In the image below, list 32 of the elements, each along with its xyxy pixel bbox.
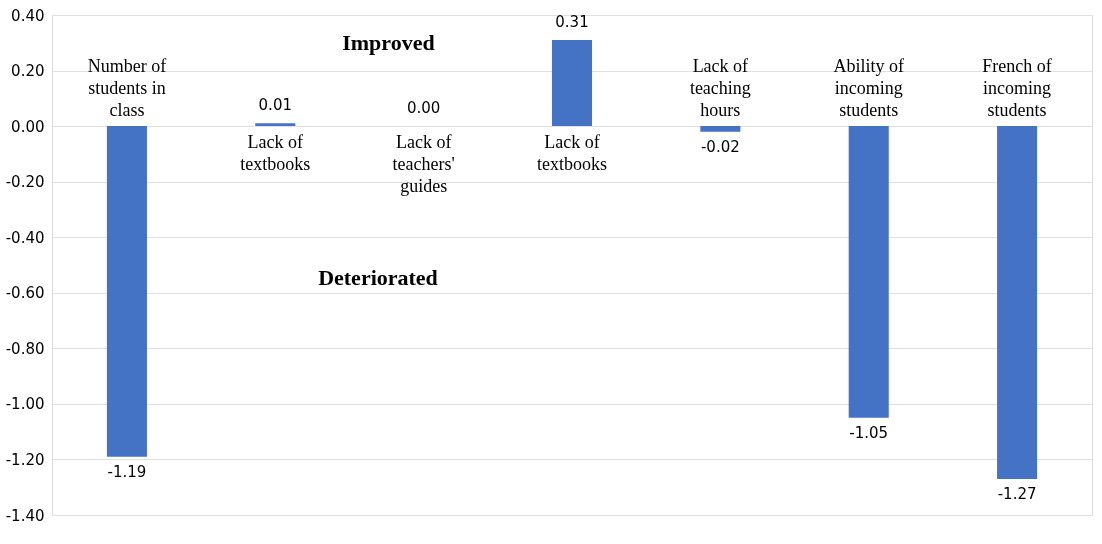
x-tick-label: Lack of teaching hours bbox=[689, 56, 751, 121]
y-tick-label: -1.00 bbox=[5, 395, 45, 414]
data-label: -1.19 bbox=[107, 462, 147, 481]
y-tick-label: -0.20 bbox=[5, 173, 45, 192]
x-tick-label: Ability of incoming students bbox=[833, 56, 904, 121]
y-tick-label: -0.80 bbox=[5, 339, 45, 358]
y-tick-label: 0.20 bbox=[11, 62, 45, 81]
x-tick-label: Lack of textbooks bbox=[537, 132, 607, 175]
y-tick-label: 0.00 bbox=[11, 117, 45, 136]
data-label: -1.27 bbox=[997, 484, 1037, 503]
bar bbox=[700, 126, 741, 132]
x-tick-label: Lack of textbooks bbox=[240, 132, 311, 175]
annotation: Deteriorated bbox=[318, 264, 438, 290]
bar bbox=[551, 40, 593, 127]
annotation: Improved bbox=[342, 29, 435, 55]
data-label: 0.31 bbox=[555, 13, 589, 31]
x-tick-label: Number of students in class bbox=[87, 56, 167, 121]
x-tick-label: Lack of teachers' guides bbox=[392, 132, 455, 197]
bar bbox=[255, 123, 296, 127]
data-label: -0.02 bbox=[700, 137, 740, 156]
bar bbox=[848, 126, 889, 418]
bar bbox=[106, 126, 147, 457]
y-tick-label: -0.60 bbox=[5, 284, 45, 303]
bar bbox=[997, 126, 1038, 479]
y-tick-label: -1.40 bbox=[5, 506, 45, 525]
data-label: -1.05 bbox=[849, 423, 889, 442]
data-label: 0.01 bbox=[258, 96, 292, 115]
y-tick-label: -0.40 bbox=[5, 228, 45, 247]
x-tick-label: French of incoming students bbox=[982, 56, 1052, 121]
y-tick-label: -1.20 bbox=[5, 450, 45, 469]
y-tick-label: 0.40 bbox=[11, 6, 45, 25]
data-label: 0.00 bbox=[406, 99, 441, 118]
